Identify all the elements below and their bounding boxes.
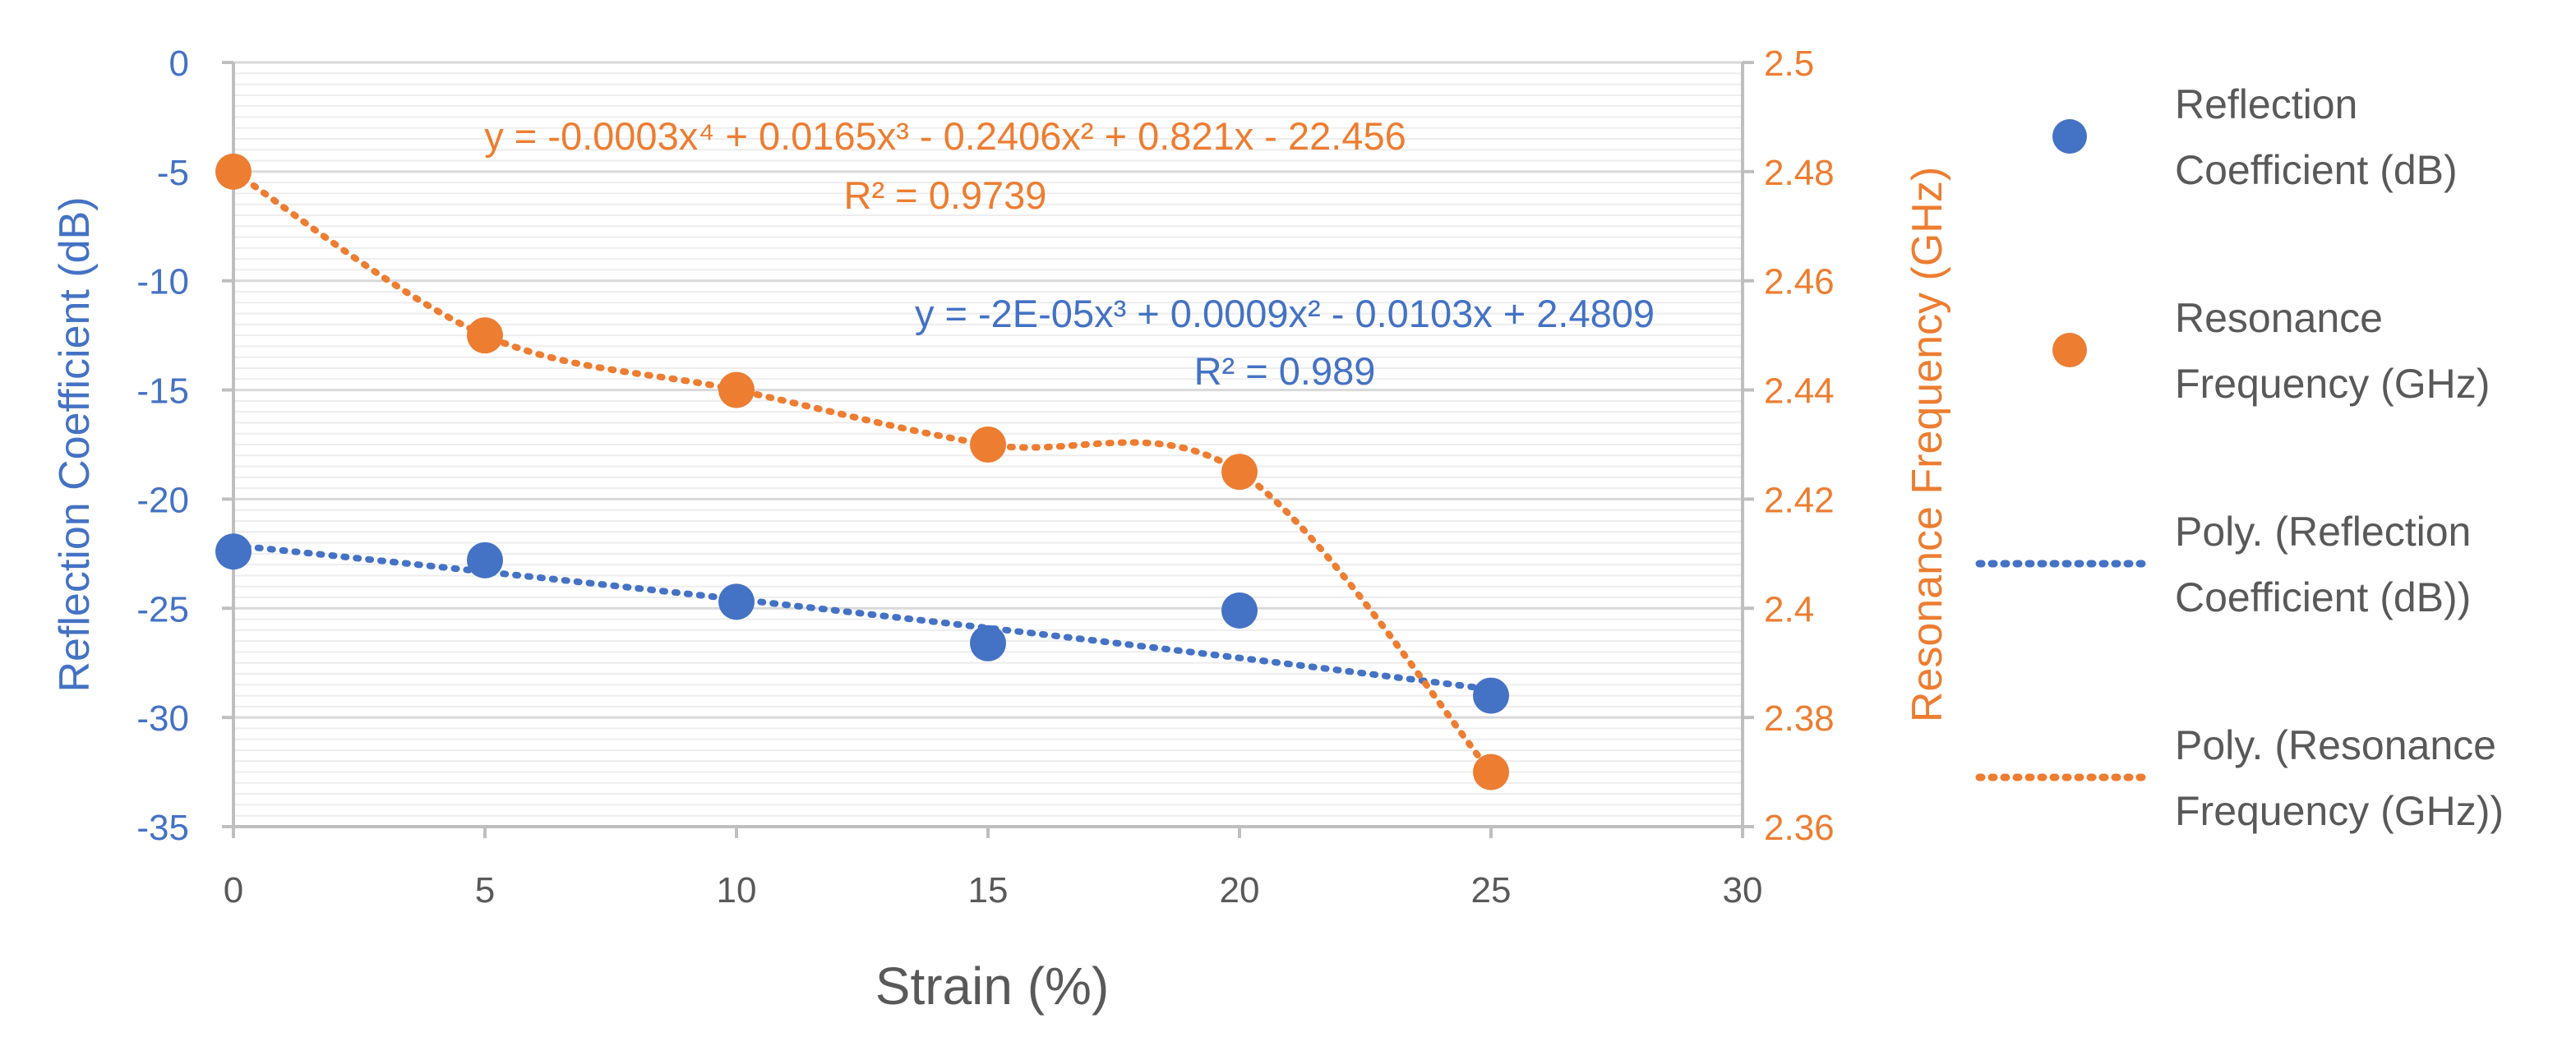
trendline-reflection <box>230 542 1494 693</box>
y-left-tick-label: 0 <box>169 44 189 84</box>
y-axis-right-title: Resonance Frequency (GHz) <box>1904 167 1951 722</box>
y-axis-left-title: Reflection Coefficient (dB) <box>51 196 99 692</box>
x-tick-label: 30 <box>1723 870 1763 910</box>
trendlines <box>230 168 1494 776</box>
resonance-point <box>215 153 252 190</box>
resonance-point <box>1221 454 1258 491</box>
y-left-tick-label: -20 <box>136 480 189 520</box>
y-left-tick-label: -10 <box>136 262 189 302</box>
legend-label: Poly. (Reflection <box>2175 509 2471 555</box>
x-tick-label: 15 <box>968 870 1009 910</box>
grid <box>233 72 1743 817</box>
trendline-r2-resonance: R² = 0.9739 <box>844 173 1047 217</box>
y-left-tick-label: -25 <box>136 589 189 629</box>
resonance-point <box>970 426 1006 463</box>
y-right-tick-label: 2.38 <box>1764 698 1835 739</box>
y-right-tick-label: 2.5 <box>1764 44 1814 84</box>
y-right-tick-label: 2.46 <box>1764 262 1835 302</box>
x-tick-label: 5 <box>475 870 495 910</box>
y-left-tick-label: -5 <box>157 153 189 193</box>
legend-label: Frequency (GHz)) <box>2175 788 2504 834</box>
data-points <box>215 153 1509 790</box>
reflection-point <box>970 625 1006 661</box>
trendline-equation-reflection: y = -2E-05x³ + 0.0009x² - 0.0103x + 2.48… <box>915 292 1655 335</box>
legend: Reflection Coefficient (dB) Resonance Frequ… <box>1975 81 2504 834</box>
x-tick-label: 20 <box>1220 870 1260 910</box>
legend-label: Frequency (GHz) <box>2175 361 2490 407</box>
y-right-tick-label: 2.48 <box>1764 153 1835 193</box>
y-left-tick-label: -30 <box>136 698 189 739</box>
y-right-tick-label: 2.42 <box>1764 480 1835 520</box>
y-right-tick-label: 2.44 <box>1764 371 1835 412</box>
trendline-resonance <box>230 168 1494 776</box>
reflection-point <box>1473 677 1509 714</box>
legend-marker-resonance <box>2052 333 2087 367</box>
legend-label: Poly. (Resonance <box>2175 722 2496 768</box>
x-tick-label: 25 <box>1471 870 1512 910</box>
reflection-point <box>215 533 252 570</box>
x-tick-label: 0 <box>224 870 243 910</box>
axes: 0 5 10 15 20 25 30 0 -5 -10 -15 -20 -25 -30 -35 2.5 2.48… <box>136 44 1834 910</box>
legend-label: Reflection <box>2175 81 2357 127</box>
y-right-tick-label: 2.36 <box>1764 808 1835 848</box>
reflection-point <box>467 542 503 578</box>
reflection-point <box>1221 592 1258 629</box>
x-axis-title: Strain (%) <box>875 956 1110 1016</box>
x-tick-label: 10 <box>717 870 757 910</box>
resonance-point <box>1473 754 1509 790</box>
legend-label: Coefficient (dB)) <box>2175 574 2471 620</box>
resonance-point <box>718 371 755 408</box>
resonance-point <box>467 317 503 354</box>
legend-marker-reflection <box>2052 119 2087 154</box>
y-right-tick-label: 2.4 <box>1764 589 1814 629</box>
trendline-equation-resonance: y = -0.0003x⁴ + 0.0165x³ - 0.2406x² + 0.… <box>484 114 1406 158</box>
legend-label: Coefficient (dB) <box>2175 147 2458 193</box>
y-left-tick-label: -35 <box>136 808 189 848</box>
trendline-r2-reflection: R² = 0.989 <box>1194 349 1376 393</box>
y-left-tick-label: -15 <box>136 371 189 412</box>
reflection-point <box>718 583 755 620</box>
legend-label: Resonance <box>2175 295 2383 341</box>
